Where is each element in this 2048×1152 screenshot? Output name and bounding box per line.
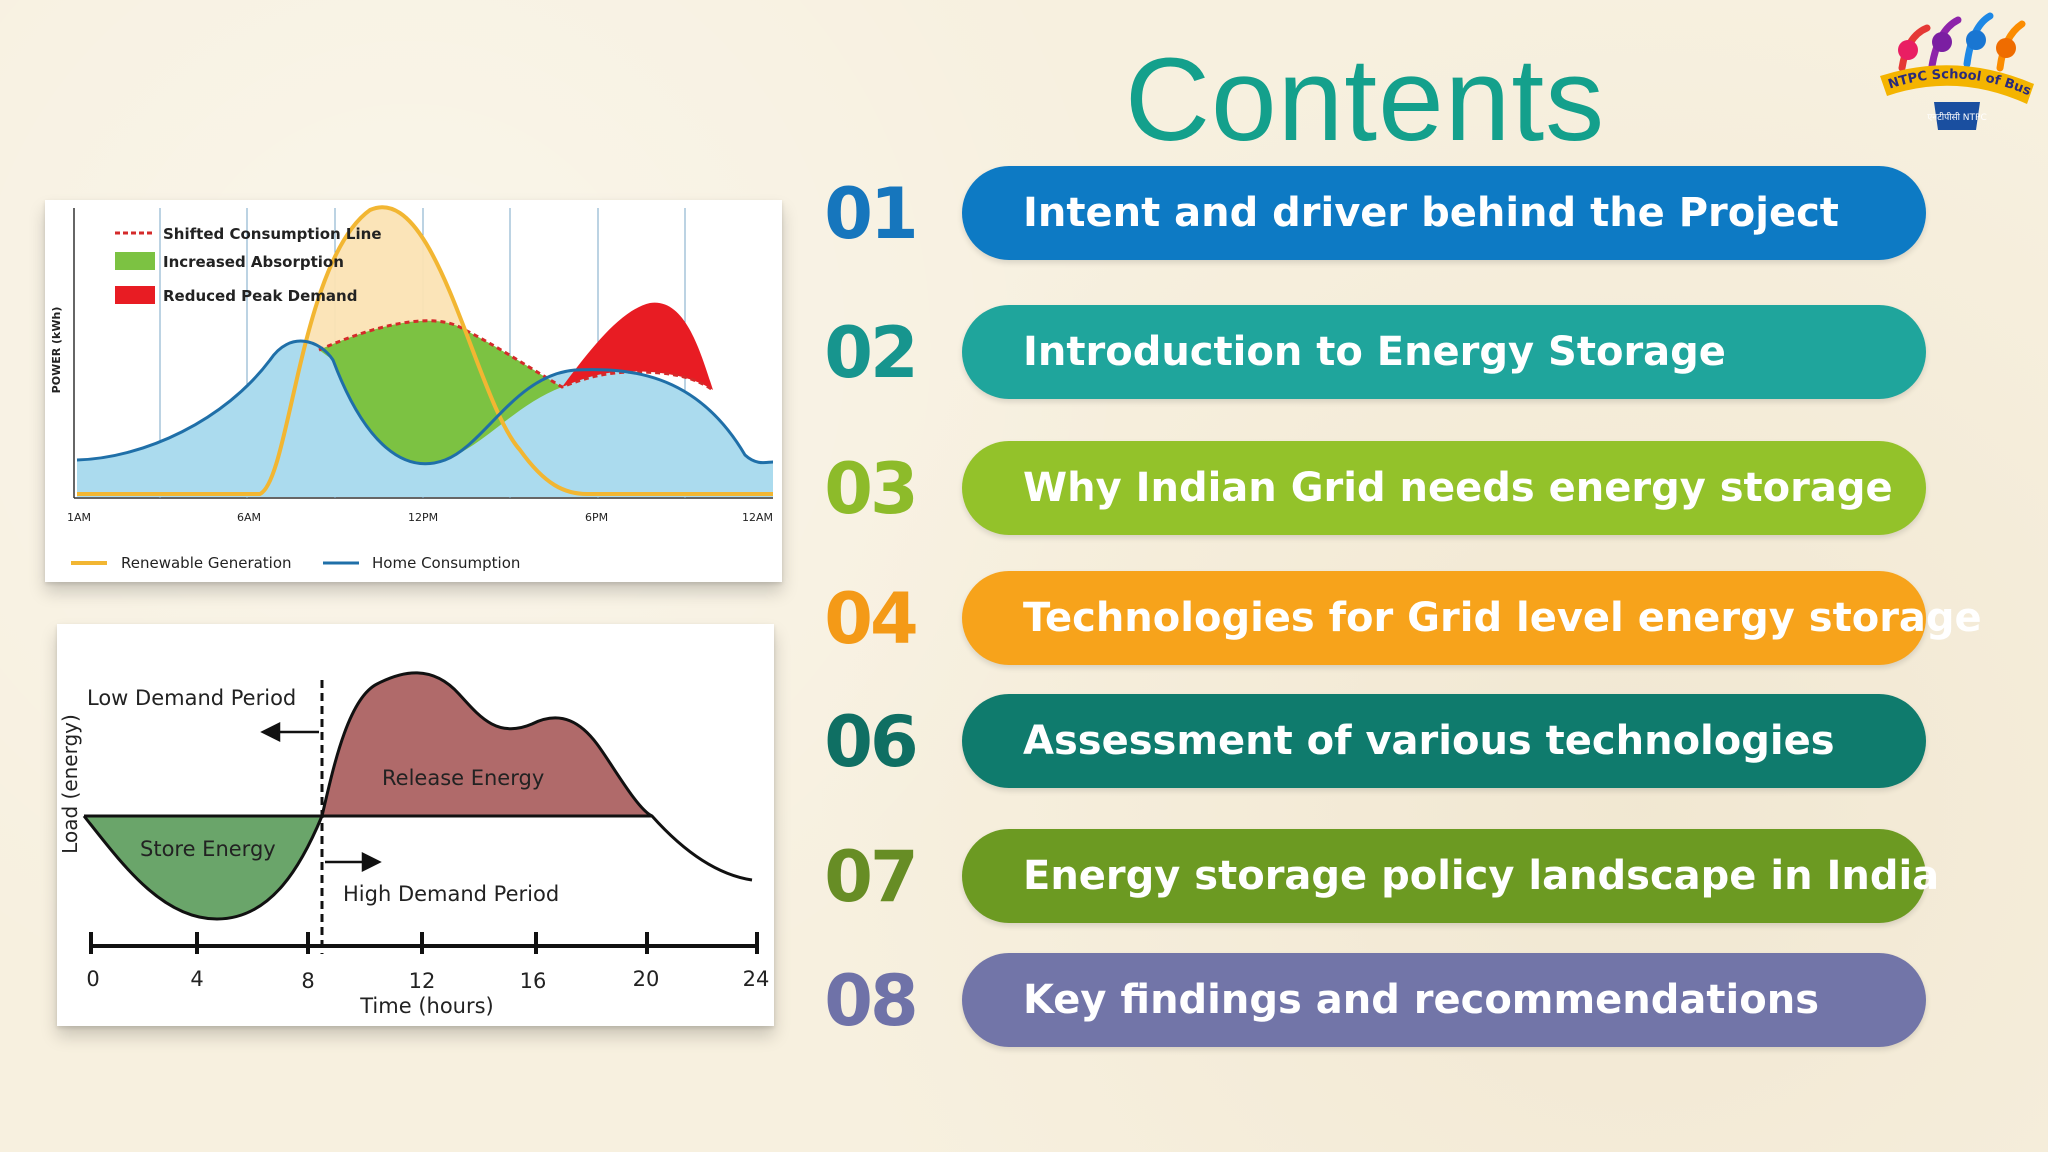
item-pill[interactable]: Key findings and recommendations — [962, 953, 1926, 1047]
time-tick-label: 12 — [409, 969, 436, 993]
low-demand-label: Low Demand Period — [87, 686, 296, 710]
time-tick-label: 20 — [633, 967, 660, 991]
load-shifting-chart: 0 4 8 12 16 20 24 Time (hours) Load (ene… — [57, 624, 774, 1026]
item-label: Energy storage policy landscape in India — [1023, 853, 1940, 899]
item-pill[interactable]: Energy storage policy landscape in India — [962, 829, 1939, 923]
x-tick-label: 12AM — [742, 511, 773, 524]
item-pill[interactable]: Intent and driver behind the Project — [962, 166, 1926, 260]
time-tick-label: 4 — [190, 967, 203, 991]
time-tick-label: 16 — [520, 969, 547, 993]
legend-swatch-absorption — [115, 252, 155, 270]
agenda-item-08: 08 Key findings and recommendations — [820, 953, 1930, 1049]
item-label: Key findings and recommendations — [1023, 977, 1819, 1023]
item-pill[interactable]: Technologies for Grid level energy stora… — [962, 571, 1982, 665]
home-consumption-area — [77, 341, 773, 497]
y-axis-label: POWER (kWh) — [50, 307, 63, 394]
x-axis-label: Time (hours) — [359, 994, 494, 1018]
item-number: 03 — [824, 448, 918, 530]
y-axis-label: Load (energy) — [58, 714, 82, 854]
ntpc-logo: NTPC School of Business एनटीपीसी NTPC — [1872, 6, 2034, 130]
item-label: Why Indian Grid needs energy storage — [1023, 465, 1893, 511]
renewable-vs-consumption-chart: POWER (kWh) 1AM 6AM 12PM 6PM 12AM Shifte… — [45, 200, 782, 582]
item-number: 08 — [824, 960, 918, 1042]
agenda-item-02: 02 Introduction to Energy Storage — [820, 305, 1930, 401]
store-energy-area — [84, 816, 322, 919]
increased-absorption-area — [319, 320, 562, 464]
item-label: Assessment of various technologies — [1023, 718, 1835, 764]
agenda-item-03: 03 Why Indian Grid needs energy storage — [820, 441, 1930, 537]
item-number: 07 — [824, 836, 918, 918]
agenda-item-04: 04 Technologies for Grid level energy st… — [820, 571, 1982, 667]
legend-label: Renewable Generation — [121, 554, 292, 572]
release-energy-label: Release Energy — [382, 766, 544, 790]
time-tick-label: 24 — [743, 967, 770, 991]
item-label: Intent and driver behind the Project — [1023, 190, 1839, 236]
legend-label: Increased Absorption — [163, 253, 344, 271]
logo-figures-icon — [1898, 12, 2026, 72]
item-pill[interactable]: Why Indian Grid needs energy storage — [962, 441, 1926, 535]
release-energy-area — [322, 672, 652, 816]
x-tick-label: 12PM — [408, 511, 438, 524]
item-number: 01 — [824, 173, 918, 255]
page-title: Contents — [1124, 34, 1606, 166]
legend-label: Shifted Consumption Line — [163, 225, 382, 243]
item-number: 06 — [824, 701, 918, 783]
time-tick-label: 8 — [301, 969, 314, 993]
item-label: Technologies for Grid level energy stora… — [1023, 595, 1982, 641]
item-label: Introduction to Energy Storage — [1023, 329, 1726, 375]
logo-subtext: एनटीपीसी NTPC — [1927, 111, 1987, 123]
reduced-peak-demand-area — [562, 302, 713, 390]
agenda-item-07: 07 Energy storage policy landscape in In… — [820, 829, 1939, 925]
x-tick-label: 1AM — [67, 511, 91, 524]
item-number: 04 — [824, 578, 918, 660]
x-tick-label: 6AM — [237, 511, 261, 524]
legend-label: Home Consumption — [372, 554, 520, 572]
item-number: 02 — [824, 312, 918, 394]
item-pill[interactable]: Assessment of various technologies — [962, 694, 1926, 788]
item-pill[interactable]: Introduction to Energy Storage — [962, 305, 1926, 399]
home-consumption-line — [76, 339, 774, 466]
legend-label: Reduced Peak Demand — [163, 287, 357, 305]
agenda-item-01: 01 Intent and driver behind the Project — [820, 166, 1930, 262]
legend-swatch-peak — [115, 286, 155, 304]
store-energy-label: Store Energy — [140, 837, 276, 861]
agenda-item-06: 06 Assessment of various technologies — [820, 694, 1930, 790]
load-curve-line — [82, 671, 753, 921]
time-tick-label: 0 — [86, 967, 99, 991]
x-tick-label: 6PM — [585, 511, 608, 524]
renewable-generation-line — [77, 205, 773, 496]
high-demand-label: High Demand Period — [343, 882, 559, 906]
